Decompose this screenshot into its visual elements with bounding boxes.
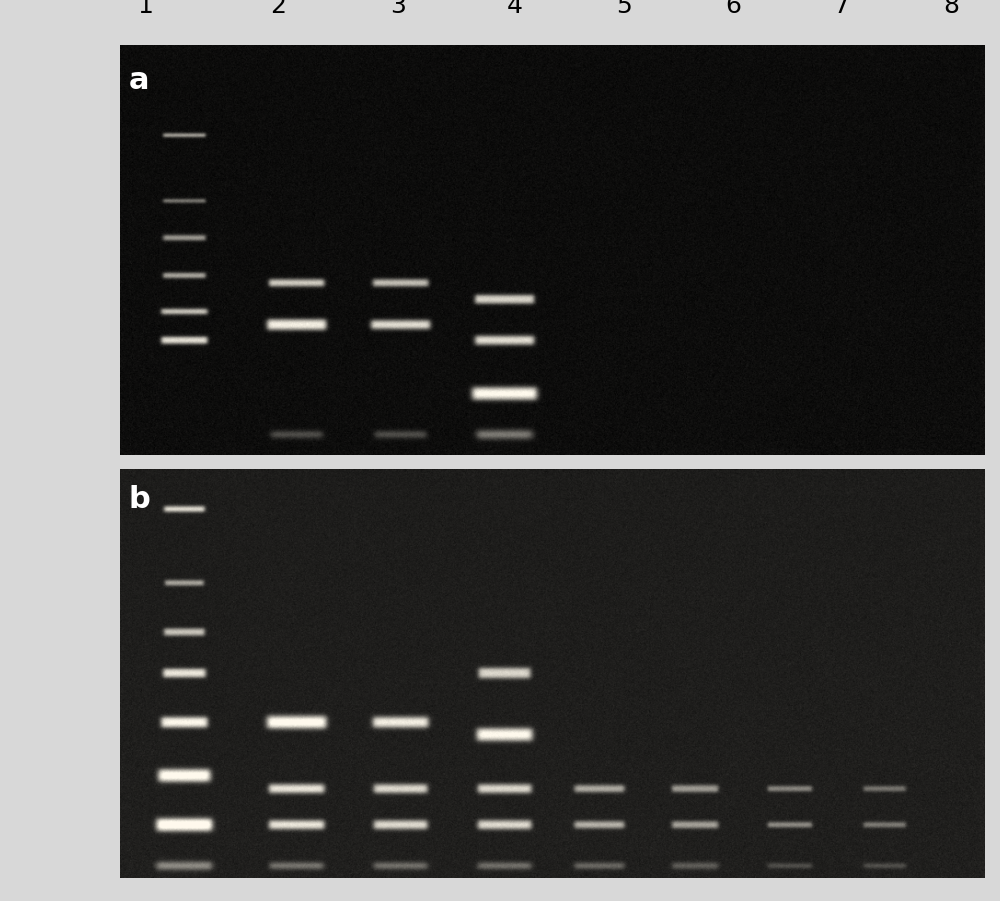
Text: 1: 1	[137, 0, 153, 18]
Text: a: a	[129, 66, 149, 95]
Text: 4: 4	[507, 0, 523, 18]
Text: 2: 2	[270, 0, 286, 18]
Text: 7: 7	[834, 0, 850, 18]
Text: 6: 6	[725, 0, 741, 18]
Text: 3: 3	[390, 0, 406, 18]
Text: 8: 8	[943, 0, 959, 18]
Text: 5: 5	[616, 0, 632, 18]
Text: b: b	[129, 485, 150, 514]
